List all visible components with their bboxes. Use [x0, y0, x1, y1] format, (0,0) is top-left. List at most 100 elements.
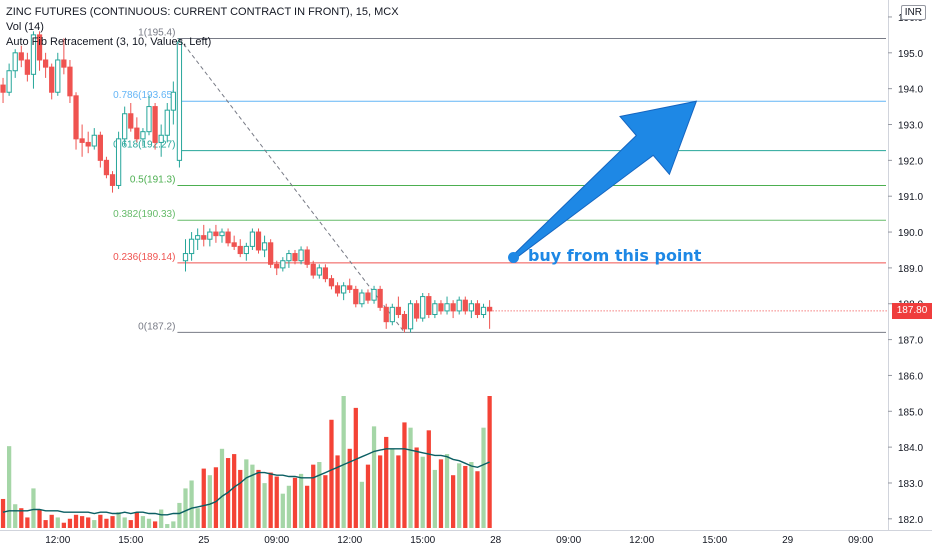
candle-body [420, 296, 426, 319]
volume-bar [438, 459, 444, 528]
candle-body [414, 303, 420, 319]
candle-body [36, 34, 43, 61]
candle-body [152, 106, 158, 143]
price-tick-label: 184.0 [898, 443, 923, 454]
volume-bar [19, 508, 24, 528]
volume-bar [396, 455, 401, 528]
candle-body [30, 34, 37, 75]
candle-body [0, 84, 6, 93]
volume-bar [457, 463, 462, 528]
time-tick-label: 09:00 [556, 535, 581, 546]
volume-bar [305, 485, 310, 528]
candle-body [304, 249, 310, 265]
annotation-anchor-dot[interactable] [507, 252, 519, 264]
candle-body [164, 109, 170, 136]
volume-bar [359, 481, 365, 528]
candle-body [268, 242, 274, 265]
candle-body [365, 292, 371, 301]
candle-body [286, 253, 292, 262]
volume-bar [298, 473, 304, 528]
price-tick-label: 187.0 [898, 336, 923, 347]
volume-bar [311, 464, 316, 528]
candle-body [432, 303, 438, 315]
volume-bar [390, 448, 395, 528]
volume-bar [183, 488, 188, 528]
volume-bar [104, 518, 109, 528]
candle-body [134, 127, 140, 140]
last-price-tag: 187.80 [892, 302, 932, 319]
price-tick-label: 192.0 [898, 156, 923, 167]
volume-bar [73, 514, 79, 528]
price-tick-label: 191.0 [898, 192, 923, 203]
volume-bar [207, 475, 212, 528]
candle-body [61, 59, 67, 68]
candle-body [359, 292, 365, 305]
volume-bar [165, 524, 170, 528]
price-tick-label: 189.0 [898, 264, 923, 275]
volume-bar [128, 520, 133, 528]
volume-indicator-label[interactable]: Vol (14) [6, 21, 44, 33]
candle-body [140, 131, 146, 140]
volume-bar [13, 504, 18, 528]
price-tick-label: 186.0 [898, 371, 923, 382]
volume-bar [195, 508, 200, 528]
candle-body [444, 303, 450, 312]
volume-bar [92, 520, 97, 528]
price-tick-label: 183.0 [898, 479, 923, 490]
time-tick-label: 12:00 [45, 535, 70, 546]
candle-body [468, 303, 474, 312]
volume-bar [280, 493, 285, 528]
volume-bar [347, 448, 352, 528]
volume-bar [177, 502, 182, 528]
candle-body [188, 238, 195, 255]
fib-level-label: 0.5(191.3) [130, 174, 176, 185]
volume-bar [250, 464, 255, 528]
time-tick-label: 12:00 [629, 535, 654, 546]
volume-bar [116, 512, 121, 528]
candle-body [383, 306, 389, 323]
annotation-text[interactable]: buy from this point [527, 246, 702, 266]
time-tick-label: 09:00 [264, 535, 289, 546]
candle-body [213, 231, 219, 237]
candle-body [12, 52, 18, 72]
volume-bar [292, 477, 298, 528]
volume-bar [134, 512, 139, 528]
volume-bar [189, 480, 194, 528]
candle-body [201, 235, 207, 240]
candle-body [486, 306, 493, 312]
candle-body [353, 288, 359, 305]
volume-bar [469, 462, 474, 528]
fib-level-label: 1(195.4) [138, 27, 175, 38]
currency-badge[interactable]: INR [900, 5, 926, 20]
volume-bar [323, 475, 328, 528]
volume-bar [378, 455, 383, 528]
volume-bar [6, 446, 12, 528]
volume-bar [475, 471, 480, 528]
candle-body [24, 59, 30, 75]
volume-bar [365, 464, 371, 528]
fib-level-label: 0.786(193.65) [113, 90, 175, 101]
volume-bar [232, 454, 237, 528]
candle-body [207, 231, 213, 240]
volume-bar [213, 467, 219, 528]
volume-bar [86, 517, 91, 528]
time-tick-label: 15:00 [410, 535, 435, 546]
candle-body [18, 52, 24, 61]
candle-body [462, 299, 468, 312]
volume-bar [61, 522, 66, 528]
candle-body [292, 253, 298, 262]
fib-indicator-label[interactable]: Auto Fib Retracement (3, 10, Values, Lef… [6, 36, 212, 48]
candle-body [73, 95, 79, 140]
candle-body [122, 113, 128, 140]
symbol-title[interactable]: ZINC FUTURES (CONTINUOUS: CURRENT CONTRA… [6, 6, 399, 18]
candle-body [176, 41, 183, 161]
candle-body [115, 138, 122, 186]
candle-body [97, 134, 103, 161]
volume-bar [152, 521, 158, 528]
fib-trend-line [179, 38, 405, 333]
volume-bar [444, 454, 450, 528]
volume-bar [55, 517, 60, 528]
candle-body [91, 134, 97, 147]
volume-bar [219, 448, 225, 528]
